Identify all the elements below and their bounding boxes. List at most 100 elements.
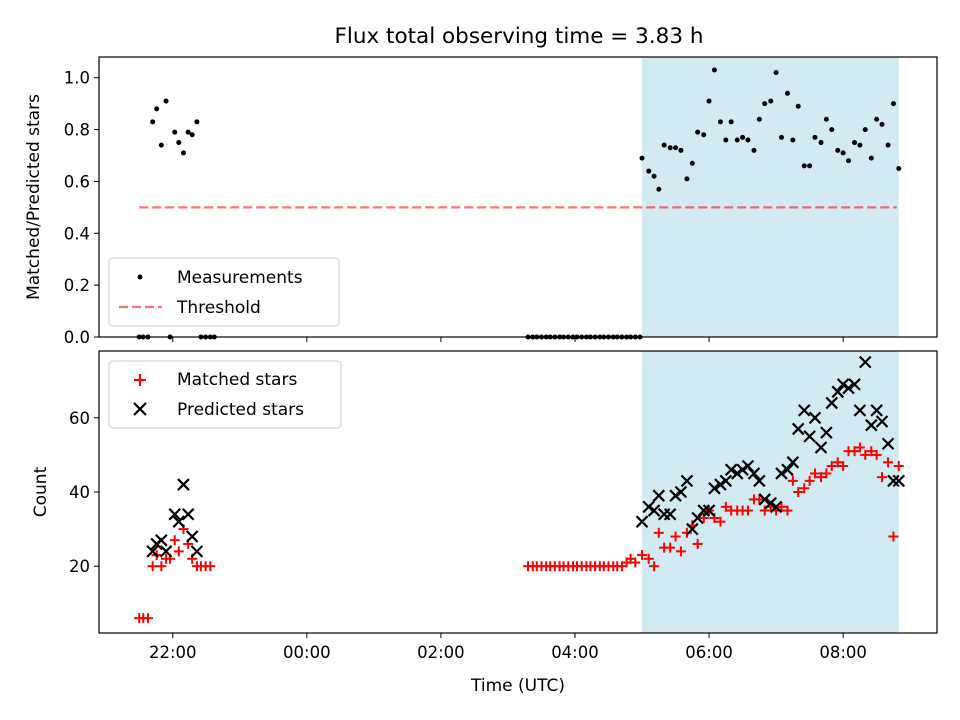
chart-title: Flux total observing time = 3.83 h	[335, 24, 704, 49]
matched-star-point	[742, 505, 753, 516]
predicted-star-point	[775, 467, 788, 480]
predicted-star-point	[642, 500, 656, 514]
measurement-point	[862, 127, 868, 133]
predicted-star-point	[714, 478, 727, 491]
predicted-star-point	[758, 493, 771, 506]
x-tick-label: 22:00	[149, 643, 197, 662]
predicted-star-point	[686, 522, 699, 536]
bottom-y-tick-label: 40	[69, 483, 90, 502]
matched-star-point	[883, 457, 894, 468]
predicted-star-point	[190, 545, 204, 558]
predicted-star-point	[808, 411, 822, 425]
predicted-star-point	[797, 404, 811, 417]
measurement-point	[150, 119, 156, 125]
measurement-point	[840, 150, 846, 156]
measurement-point	[868, 155, 874, 161]
bottom-legend-frame	[108, 360, 342, 429]
legend-predicted-label: Predicted stars	[177, 400, 304, 420]
matched-star-point	[893, 461, 904, 472]
predicted-star-point	[791, 422, 805, 436]
bottom-y-axis-label: Count	[31, 466, 51, 517]
predicted-star-point	[769, 500, 783, 514]
measurement-point	[852, 140, 858, 146]
matched-star-point	[142, 613, 153, 624]
matched-star-point	[692, 538, 703, 549]
predicted-star-point	[181, 507, 195, 521]
top-observing-span	[642, 57, 899, 337]
measurement-point	[194, 119, 200, 125]
x-tick-label: 04:00	[551, 643, 599, 662]
matched-star-point	[832, 457, 843, 468]
measurement-point	[795, 103, 801, 109]
measurement-point	[768, 98, 774, 104]
predicted-star-point	[836, 378, 850, 391]
predicted-star-point	[736, 463, 749, 477]
predicted-star-point	[875, 415, 889, 428]
measurement-point	[723, 137, 729, 143]
bottom-plot-frame	[98, 350, 938, 634]
measurement-point	[154, 106, 160, 112]
predicted-star-point	[747, 467, 761, 480]
predicted-star-point	[719, 474, 733, 488]
predicted-star-point	[764, 496, 778, 510]
matched-star-point	[816, 472, 827, 483]
top-panel: 0.0 0.2 0.4 0.6 0.8 1.0 Matched/Predicted sta…	[24, 56, 938, 347]
predicted-star-point	[786, 456, 800, 469]
measurement-point	[740, 134, 746, 140]
measurement-point	[879, 121, 885, 127]
matched-star-point	[147, 561, 158, 572]
measurement-point	[180, 150, 186, 156]
matched-star-point	[877, 472, 888, 483]
legend-measurements-label: Measurements	[177, 268, 303, 288]
top-y-ticks: 0.0 0.2 0.4 0.6 0.8 1.0	[64, 69, 99, 347]
bottom-panel: 20 40 60 22:00 00:00 02:00 04:00 06:00 08:00 Co…	[31, 350, 938, 696]
measurement-point	[711, 67, 717, 73]
matched-star-point	[681, 527, 692, 538]
bottom-marks	[134, 355, 906, 624]
measurement-point	[176, 140, 182, 146]
predicted-star-point	[730, 467, 744, 480]
predicted-star-point	[172, 515, 186, 528]
top-y-tick-label: 0.2	[64, 276, 90, 295]
matched-star-point	[821, 468, 832, 479]
measurement-point	[695, 129, 701, 135]
matched-star-point	[849, 446, 860, 457]
measurement-point	[896, 165, 902, 171]
matched-star-point	[169, 535, 180, 546]
predicted-star-point	[753, 474, 766, 488]
bottom-y-tick-label: 60	[69, 409, 90, 428]
predicted-star-point	[669, 489, 682, 502]
predicted-star-point	[853, 404, 867, 417]
measurement-point	[678, 147, 684, 153]
matched-star-point	[643, 553, 654, 564]
measurement-point	[158, 142, 164, 148]
matched-star-point	[782, 505, 793, 516]
top-y-tick-label: 0.0	[64, 328, 90, 347]
measurement-point	[885, 142, 891, 148]
bottom-x-ticks: 22:00 00:00 02:00 04:00 06:00 08:00	[149, 633, 867, 662]
matched-star-point	[649, 561, 660, 572]
top-marks	[136, 67, 902, 340]
matched-star-point	[675, 546, 686, 557]
measurement-point	[773, 70, 779, 76]
measurement-point	[185, 129, 191, 135]
matched-star-point	[776, 501, 787, 512]
legend-threshold-label: Threshold	[176, 298, 261, 318]
matched-star-point	[670, 531, 681, 542]
x-tick-label: 08:00	[819, 643, 867, 662]
measurement-point	[751, 147, 757, 153]
matched-star-point	[630, 557, 641, 568]
predicted-star-point	[185, 530, 199, 543]
measurement-point	[717, 119, 723, 125]
measurement-point	[734, 137, 740, 143]
predicted-star-point	[663, 507, 677, 521]
x-axis-label: Time (UTC)	[470, 676, 565, 696]
measurement-point	[661, 142, 667, 148]
measurement-point	[756, 116, 762, 122]
predicted-star-point	[724, 463, 738, 477]
predicted-star-point	[892, 474, 906, 488]
matched-star-point	[871, 449, 882, 460]
measurement-point	[745, 137, 751, 143]
predicted-star-point	[697, 504, 710, 517]
